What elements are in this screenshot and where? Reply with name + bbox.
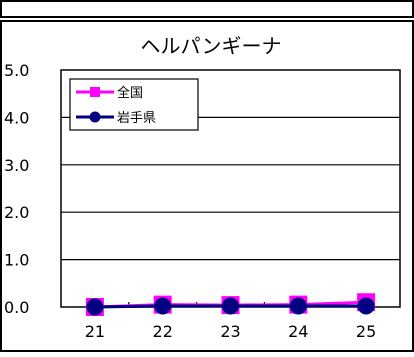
gridlines	[61, 116, 400, 261]
x-tick-label: 23	[220, 322, 240, 341]
y-tick-label: 3.0	[4, 156, 29, 175]
series-point-circle	[289, 297, 307, 315]
legend: 全国 岩手県	[69, 78, 199, 131]
legend-marker-iwate	[89, 111, 101, 123]
top-strip-border	[0, 0, 414, 18]
x-tick-label: 21	[85, 322, 105, 341]
x-tick-label: 24	[288, 322, 308, 341]
series-point-circle	[357, 297, 375, 315]
legend-marker-national	[90, 87, 100, 97]
legend-label-iwate: 岩手県	[117, 111, 156, 126]
legend-label-national: 全国	[117, 85, 143, 101]
x-axis-ticks: 21 22 23 24 25	[85, 302, 376, 341]
series-point-circle	[222, 297, 239, 315]
chart-title: ヘルパンギーナ	[141, 34, 282, 58]
x-tick-label: 22	[153, 322, 173, 341]
y-tick-label: 4.0	[4, 108, 29, 127]
series-point-circle	[86, 298, 104, 316]
series-layer	[85, 293, 376, 316]
chart-border	[0, 20, 414, 352]
y-axis-ticks: 0.0 1.0 2.0 3.0 4.0 5.0	[4, 61, 29, 317]
y-tick-label: 5.0	[4, 61, 29, 80]
series-point-circle	[154, 297, 172, 315]
y-tick-label: 2.0	[4, 203, 29, 222]
y-tick-label: 1.0	[4, 251, 29, 270]
y-tick-label: 0.0	[4, 298, 29, 317]
x-tick-label: 25	[356, 322, 376, 341]
